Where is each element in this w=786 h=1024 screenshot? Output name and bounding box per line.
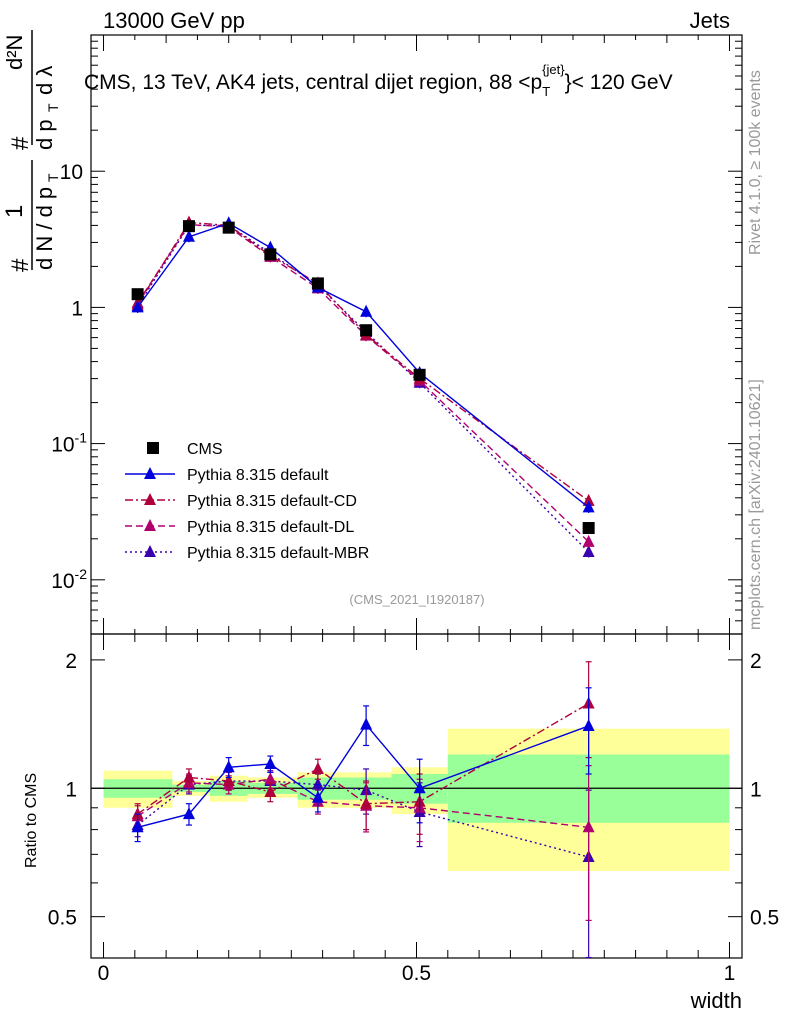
ratio-x-tick-label: 1 [724, 962, 736, 985]
ratio-series [131, 661, 595, 959]
ratio-point-dl [264, 772, 277, 785]
main-point-dl [582, 534, 595, 547]
legend-label-mbr: Pythia 8.315 default-MBR [187, 545, 369, 562]
main-point-default [131, 300, 144, 313]
legend-marker-data [147, 442, 159, 454]
ratio-line-mbr [137, 780, 589, 858]
svg-text:d²N: d²N [2, 35, 27, 70]
ratio-y-tick-label: 1 [65, 778, 77, 801]
main-line-dl [137, 223, 590, 543]
main-point-default [360, 304, 373, 317]
svg-text:d p: d p [32, 119, 57, 150]
legend-label-cd: Pythia 8.315 default-CD [187, 493, 357, 510]
main-y-axis-label: # 1 d N / d p T # d²N d p T d λ [1, 30, 61, 272]
ratio-axes: 0 0.5 1 0.5 0.5 1 1 2 2 [48, 633, 779, 985]
ratio-line-dl [137, 778, 589, 829]
ratio-y-axis-label: Ratio to CMS [23, 773, 40, 868]
main-point-data [131, 288, 144, 301]
main-y-tick-label: 1 [71, 297, 83, 320]
ratio-y-tick-label-right: 2 [750, 650, 762, 673]
analysis-watermark: (CMS_2021_I1920187) [349, 592, 484, 607]
legend-marker-default [144, 467, 156, 479]
main-point-data [360, 324, 373, 337]
ratio-y-tick-label-right: 1 [750, 778, 762, 801]
ratio-point-dl [582, 820, 595, 833]
ratio-point-mbr [311, 777, 324, 790]
ratio-point-default [182, 807, 195, 820]
main-point-data [182, 220, 195, 233]
legend-marker-mbr [144, 545, 156, 557]
ratio-point-cd [360, 796, 373, 809]
ratio-point-cd [264, 785, 277, 798]
svg-text:d N / d p: d N / d p [32, 187, 57, 270]
ratio-point-default [222, 760, 235, 773]
plot-title: CMS, 13 TeV, AK4 jets, central dijet reg… [84, 62, 673, 99]
svg-text:1: 1 [1, 205, 28, 218]
main-point-data [582, 522, 595, 535]
ratio-x-tick-label: 0 [98, 962, 110, 985]
main-point-default [582, 500, 595, 513]
x-axis-label: width [690, 988, 742, 1013]
ratio-y-tick-label: 0.5 [48, 907, 77, 930]
main-y-tick-label: 10-1 [51, 430, 87, 457]
main-y-tick-label: 10 [60, 161, 83, 184]
main-point-cd [582, 493, 595, 506]
mcplots-text: mcplots.cern.ch [arXiv:2401.10621] [747, 379, 764, 630]
ratio-point-cd [182, 770, 195, 783]
svg-text:#: # [7, 258, 34, 272]
header-energy: 13000 GeV pp [103, 8, 245, 33]
main-axes: 10-2 10-1 1 10 [51, 34, 743, 635]
svg-text:d λ: d λ [32, 66, 57, 95]
main-point-data [222, 221, 235, 234]
legend-label-default: Pythia 8.315 default [187, 467, 329, 484]
main-line-cd [137, 221, 590, 502]
ratio-point-cd [311, 761, 324, 774]
main-point-data [264, 248, 277, 261]
main-point-data [311, 277, 324, 290]
ratio-point-default [413, 781, 426, 794]
main-point-mbr [582, 544, 595, 557]
svg-text:T: T [45, 173, 61, 182]
ratio-y-tick-label-right: 0.5 [750, 907, 779, 930]
main-line-default [137, 222, 590, 508]
ratio-point-default [264, 757, 277, 770]
main-y-tick-label: 10-2 [51, 566, 87, 593]
ratio-x-tick-label: 0.5 [402, 962, 431, 985]
svg-text:T: T [45, 103, 61, 112]
main-point-default [182, 229, 195, 242]
legend-marker-cd [144, 493, 156, 505]
ratio-point-cd [131, 807, 144, 820]
legend-marker-dl [144, 519, 156, 531]
main-series [131, 215, 595, 558]
ratio-uncertainty-bands [103, 728, 730, 871]
ratio-point-default [131, 820, 144, 833]
ratio-point-default [360, 717, 373, 730]
ratio-point-default [311, 790, 324, 803]
main-point-data [413, 368, 426, 381]
ratio-point-default [582, 718, 595, 731]
legend-label-dl: Pythia 8.315 default-DL [187, 519, 354, 536]
ratio-line-default [137, 723, 589, 828]
legend-label-data: CMS [187, 441, 223, 458]
header-jets: Jets [690, 8, 730, 33]
ratio-point-cd [222, 774, 235, 787]
main-line-mbr [137, 224, 590, 553]
svg-text:#: # [7, 136, 34, 150]
ratio-y-tick-label: 2 [65, 650, 77, 673]
legend: CMS Pythia 8.315 default Pythia 8.315 defa… [125, 441, 369, 562]
rivet-version-text: Rivet 4.1.0, ≥ 100k events [747, 70, 764, 255]
